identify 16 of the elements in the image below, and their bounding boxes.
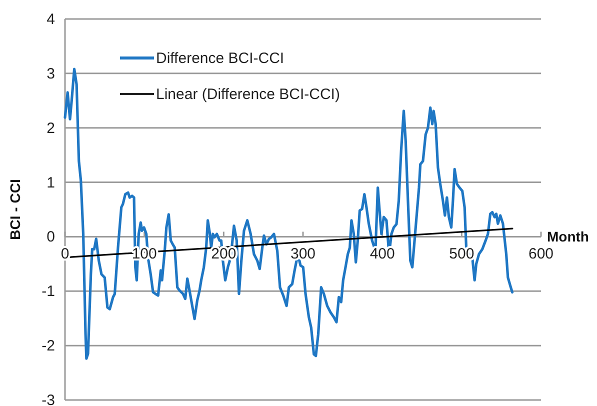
y-tick-label: 2 bbox=[46, 120, 55, 137]
y-tick-label: -3 bbox=[42, 392, 55, 406]
y-axis-title: BCI - CCI bbox=[7, 179, 23, 240]
x-axis-title: Month bbox=[547, 228, 589, 245]
legend-label: Linear (Difference BCI-CCI) bbox=[156, 86, 340, 103]
y-tick-label: 4 bbox=[46, 11, 55, 28]
x-tick-label: 600 bbox=[528, 246, 554, 263]
y-tick-label: -1 bbox=[42, 283, 55, 300]
y-tick-label: 1 bbox=[46, 174, 55, 192]
y-tick-label: 3 bbox=[46, 65, 55, 82]
line-series bbox=[64, 68, 514, 360]
legend-label: Difference BCI-CCI bbox=[156, 50, 284, 67]
y-tick-label: 0 bbox=[46, 228, 55, 246]
x-tick-label: 300 bbox=[290, 246, 316, 263]
y-tick-label: -2 bbox=[42, 338, 55, 355]
x-tick-label: 400 bbox=[370, 246, 395, 263]
